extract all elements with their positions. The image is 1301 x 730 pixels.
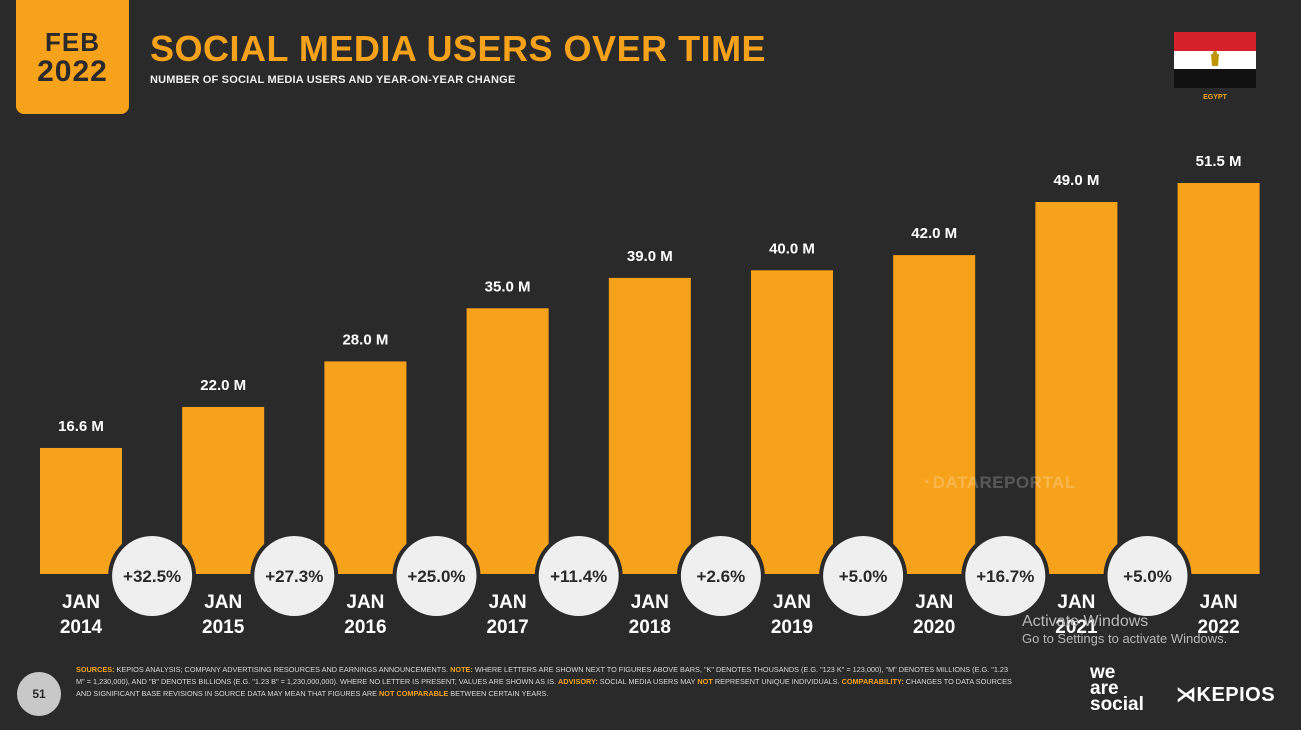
page-title: SOCIAL MEDIA USERS OVER TIME xyxy=(150,28,767,69)
category-label-year: 2021 xyxy=(1055,617,1098,638)
sources-text: KEPIOS ANALYSIS; COMPANY ADVERTISING RES… xyxy=(116,665,449,674)
bar xyxy=(751,270,833,574)
advisory-not: NOT xyxy=(697,677,713,686)
bar-value-label: 49.0 M xyxy=(1053,172,1099,189)
bar xyxy=(608,277,691,574)
category-label-year: 2014 xyxy=(60,617,103,638)
category-label-month: JAN xyxy=(346,592,384,613)
sources-label: SOURCES: xyxy=(76,665,115,674)
bar xyxy=(893,255,976,574)
yoy-circle xyxy=(680,536,761,616)
category-label-month: JAN xyxy=(1200,592,1238,613)
bar xyxy=(466,308,549,574)
bar-value-label: 42.0 M xyxy=(911,225,957,242)
kepios-logo: ⋊KEPIOS xyxy=(1176,682,1275,707)
category-label-year: 2020 xyxy=(913,617,955,638)
yoy-change-label: +32.5% xyxy=(123,567,181,586)
category-label-month: JAN xyxy=(204,592,242,613)
yoy-change-label: +25.0% xyxy=(407,567,465,586)
bar-value-label: 22.0 M xyxy=(200,377,246,394)
kepios-mark-icon: ⋊ xyxy=(1176,684,1197,706)
category-label-month: JAN xyxy=(631,592,669,613)
date-badge: FEB 2022 xyxy=(16,0,129,114)
yoy-circle xyxy=(396,536,477,616)
bar-value-label: 28.0 M xyxy=(342,331,388,348)
bar xyxy=(1177,183,1260,574)
category-label-year: 2019 xyxy=(771,617,813,638)
bar-value-label: 40.0 M xyxy=(769,240,815,257)
bar xyxy=(182,406,265,574)
yoy-circle xyxy=(112,536,193,616)
windows-activation-notice: Activate Windows Go to Settings to activ… xyxy=(1022,612,1227,647)
country-label: EGYPT xyxy=(1203,94,1227,101)
page-subtitle: NUMBER OF SOCIAL MEDIA USERS AND YEAR-ON… xyxy=(150,74,516,86)
bar xyxy=(324,361,407,574)
category-label-month: JAN xyxy=(1057,592,1095,613)
yoy-change-label: +5.0% xyxy=(839,567,888,586)
windows-activation-title: Activate Windows xyxy=(1022,613,1149,630)
advisory-label: ADVISORY: xyxy=(558,677,598,686)
bar-value-label: 51.5 M xyxy=(1196,153,1242,170)
bar xyxy=(40,447,122,574)
category-label-year: 2017 xyxy=(486,617,528,638)
brand-kepios: KEPIOS xyxy=(1196,684,1276,706)
category-label-month: JAN xyxy=(915,592,953,613)
yoy-circle xyxy=(1107,536,1188,616)
category-label-month: JAN xyxy=(62,592,100,613)
yoy-circle xyxy=(823,536,904,616)
advisory-text: SOCIAL MEDIA USERS MAY xyxy=(599,677,696,686)
bar-value-label: 39.0 M xyxy=(627,248,673,265)
yoy-change-label: +2.6% xyxy=(697,567,746,586)
category-label-year: 2022 xyxy=(1197,617,1239,638)
yoy-circle xyxy=(965,536,1046,616)
category-label-year: 2015 xyxy=(202,617,245,638)
note-label: NOTE: xyxy=(450,665,473,674)
brand-we: we xyxy=(1090,662,1116,683)
comparability-text: CHANGES TO DATA SOURCES AND SIGNIFICANT … xyxy=(76,677,1012,698)
yoy-circle xyxy=(254,536,335,616)
category-label-month: JAN xyxy=(773,592,811,613)
note-text: WHERE LETTERS ARE SHOWN NEXT TO FIGURES … xyxy=(76,665,1009,686)
watermark: ◔ DATAREPORTAL xyxy=(920,473,1076,493)
category-label-year: 2018 xyxy=(629,617,671,638)
bar-value-label: 16.6 M xyxy=(58,418,104,435)
category-label-year: 2016 xyxy=(344,617,386,638)
yoy-change-label: +27.3% xyxy=(265,567,323,586)
comparability-not: NOT COMPARABLE xyxy=(379,689,449,698)
page-number: 51 xyxy=(17,672,61,716)
yoy-change-label: +5.0% xyxy=(1123,567,1172,586)
comparability-label: COMPARABILITY: xyxy=(841,677,904,686)
comparability-text-2: BETWEEN CERTAIN YEARS. xyxy=(450,689,549,698)
yoy-change-label: +11.4% xyxy=(550,567,607,586)
yoy-change-label: +16.7% xyxy=(976,567,1034,586)
brand-are: are xyxy=(1090,678,1119,699)
brand-social: social xyxy=(1090,694,1144,715)
category-label-month: JAN xyxy=(489,592,527,613)
footer-notes: SOURCES: KEPIOS ANALYSIS; COMPANY ADVERT… xyxy=(76,664,1016,700)
we-are-social-logo: we are social xyxy=(1090,662,1144,715)
date-year: 2022 xyxy=(37,55,108,88)
egypt-flag-icon xyxy=(1174,32,1256,88)
bar-value-label: 35.0 M xyxy=(485,278,531,295)
yoy-circle xyxy=(538,536,619,616)
date-month: FEB xyxy=(45,27,100,57)
bar xyxy=(1035,201,1118,574)
advisory-text-2: REPRESENT UNIQUE INDIVIDUALS. xyxy=(714,677,840,686)
datareportal-logo-icon: ◔ xyxy=(920,473,931,492)
windows-activation-subtitle: Go to Settings to activate Windows. xyxy=(1022,631,1228,647)
watermark-text: DATAREPORTAL xyxy=(932,473,1076,492)
